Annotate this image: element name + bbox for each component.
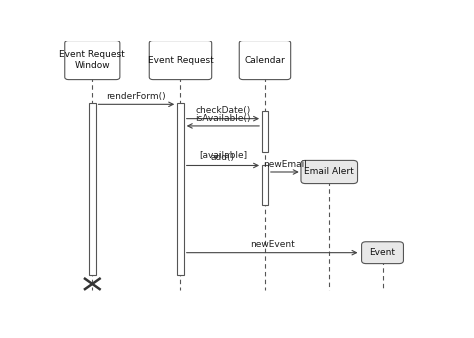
Text: Event Request
Window: Event Request Window — [59, 50, 125, 70]
FancyBboxPatch shape — [262, 111, 268, 152]
Text: [available]: [available] — [199, 150, 247, 160]
FancyBboxPatch shape — [89, 103, 96, 275]
FancyBboxPatch shape — [65, 41, 120, 80]
FancyBboxPatch shape — [177, 103, 184, 275]
FancyBboxPatch shape — [239, 41, 291, 80]
Text: Email Alert: Email Alert — [304, 168, 354, 176]
Text: Event Request: Event Request — [147, 55, 213, 65]
FancyBboxPatch shape — [262, 166, 268, 204]
Text: isAvailable(): isAvailable() — [195, 114, 251, 123]
FancyBboxPatch shape — [362, 242, 403, 264]
FancyBboxPatch shape — [301, 161, 357, 184]
Text: Calendar: Calendar — [245, 55, 285, 65]
Text: add(): add() — [211, 153, 235, 162]
Text: checkDate(): checkDate() — [195, 106, 251, 115]
Text: renderForm(): renderForm() — [107, 92, 166, 101]
FancyBboxPatch shape — [149, 41, 212, 80]
Text: newEvent: newEvent — [250, 240, 294, 249]
Text: newEmail: newEmail — [263, 160, 307, 169]
Text: Event: Event — [370, 248, 395, 257]
